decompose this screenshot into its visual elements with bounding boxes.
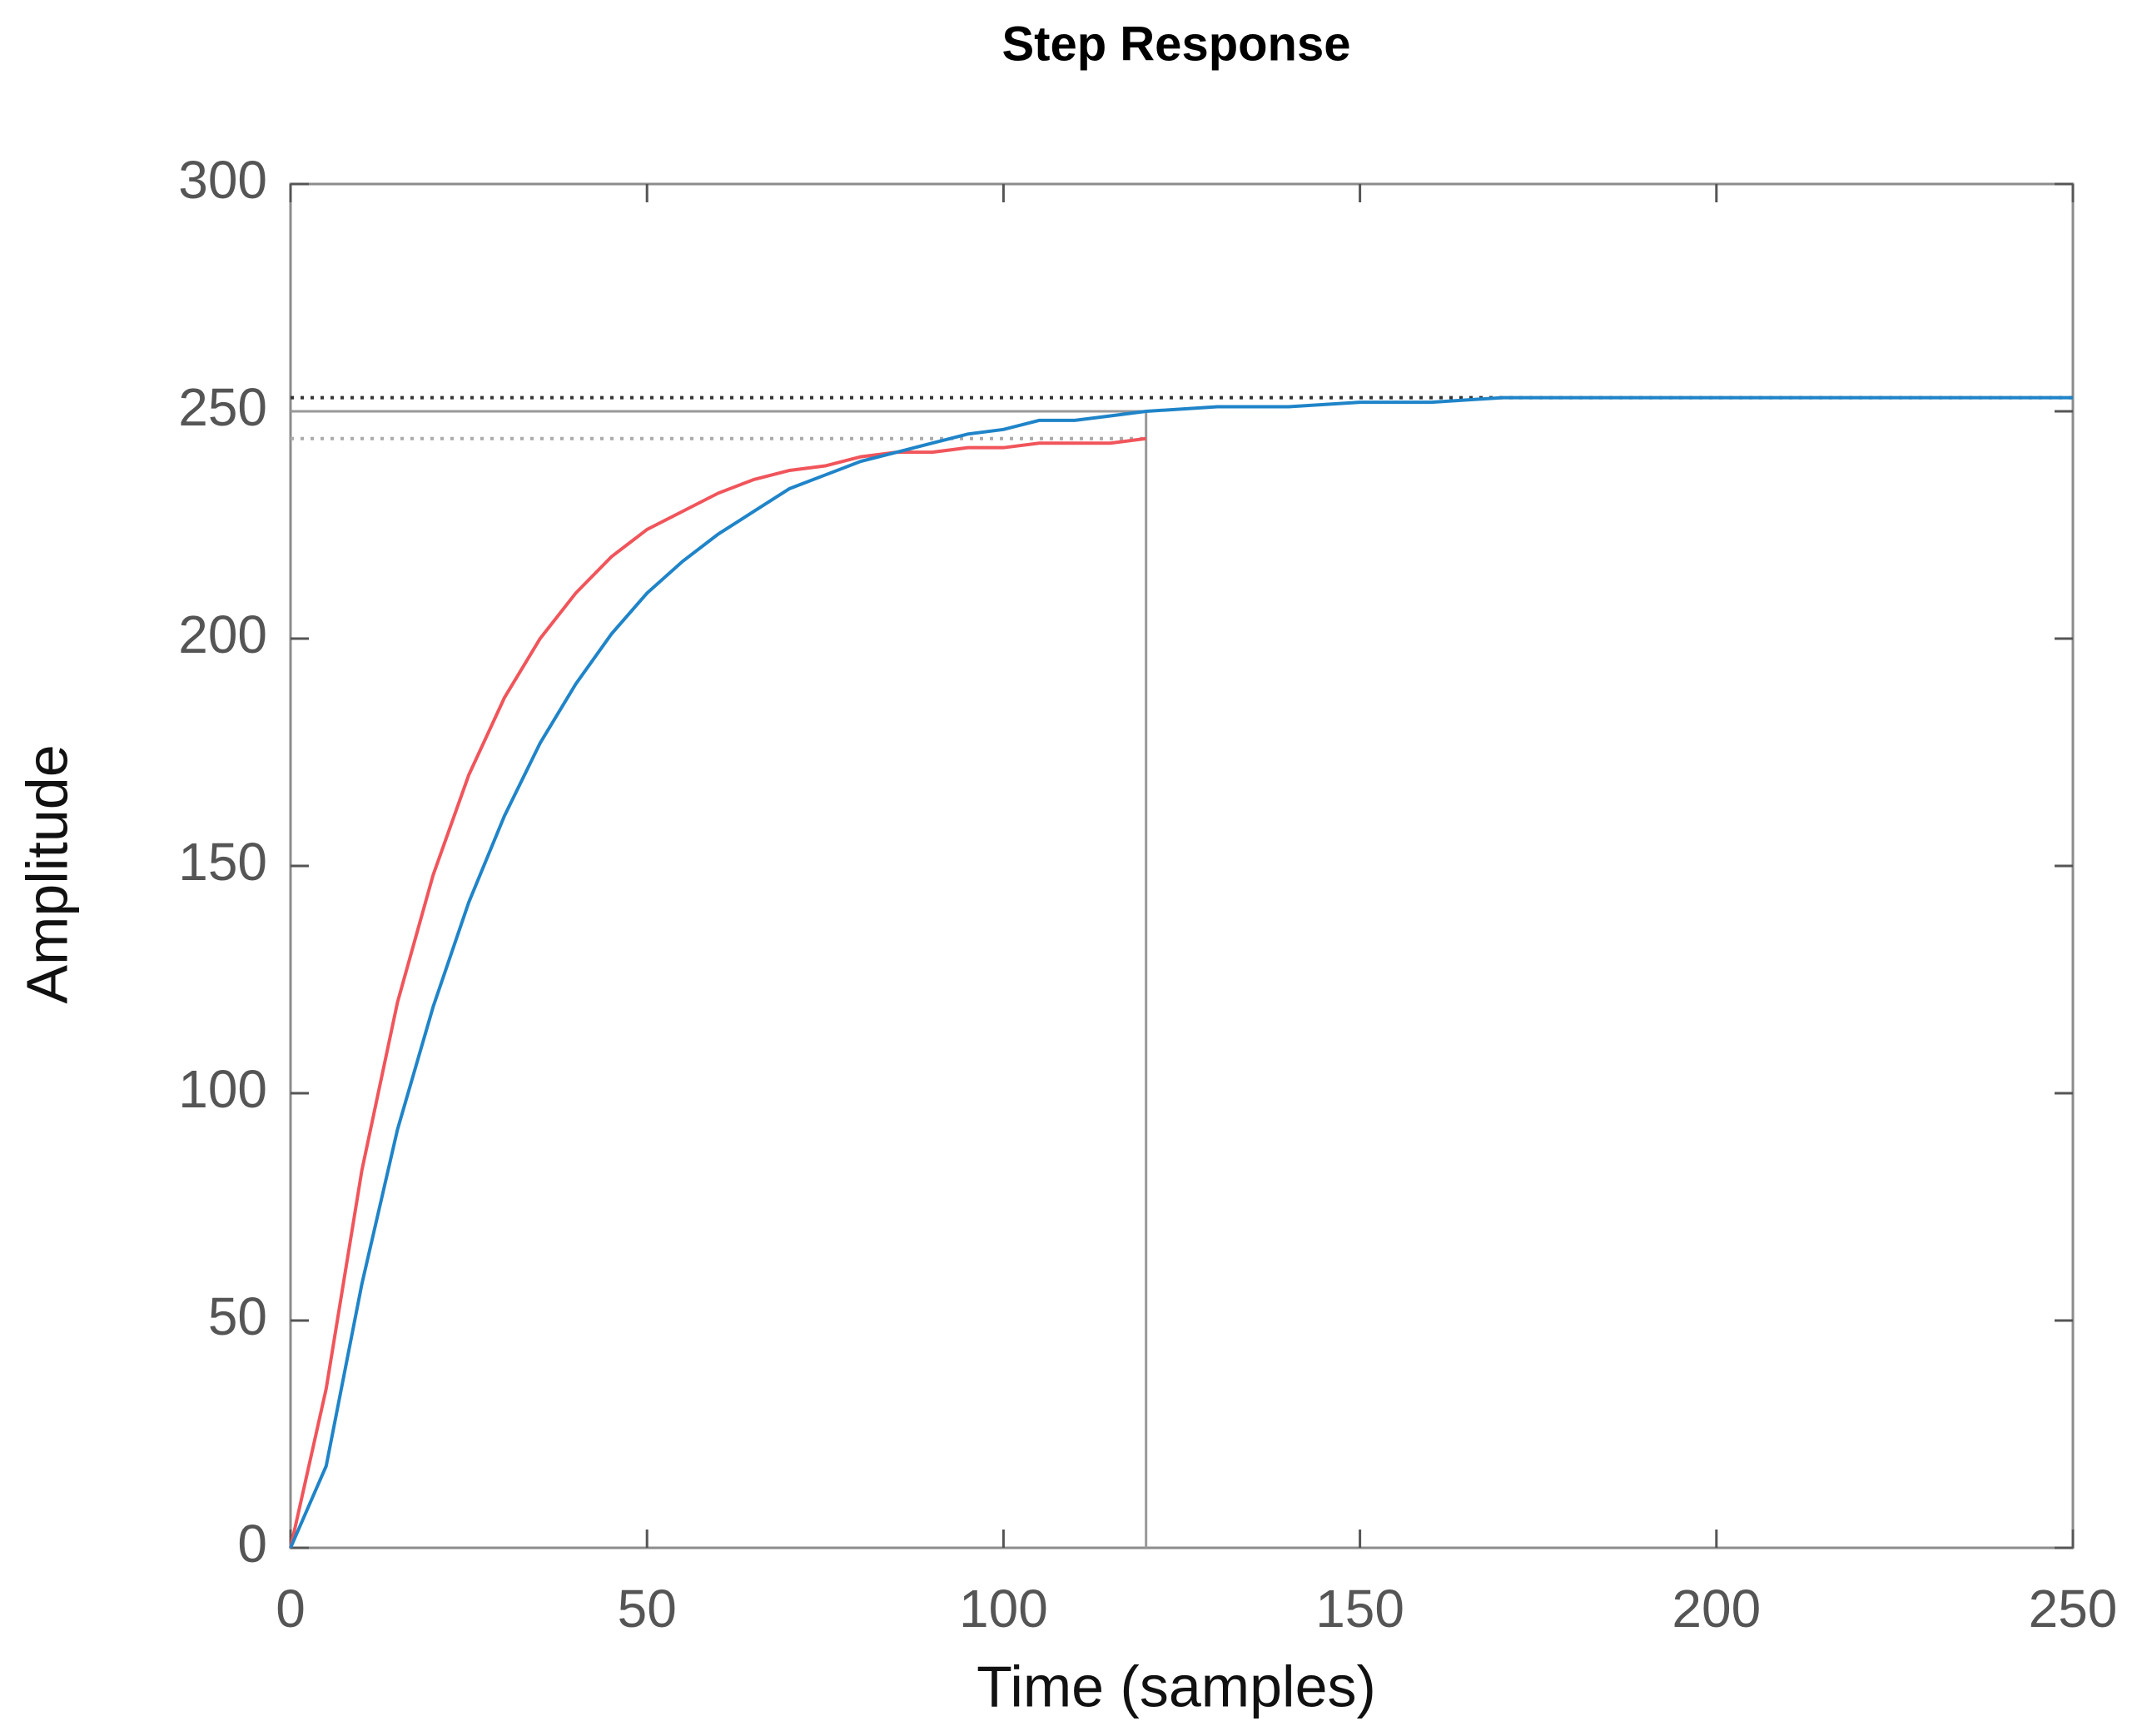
chart-title: Step Response [1002,17,1351,71]
series-line [289,395,2073,1549]
x-tick-label: 250 [2029,1579,2118,1639]
y-tick-label: 150 [178,832,267,892]
x-tick-label: 200 [1672,1579,1761,1639]
x-axis-label: Time (samples) [977,1654,1376,1719]
x-tick-label: 0 [276,1579,306,1639]
y-tick-label: 200 [178,604,267,664]
x-tick-label: 50 [618,1579,677,1639]
y-tick-label: 300 [178,150,267,210]
y-tick-label: 100 [178,1059,267,1119]
y-tick-label: 250 [178,377,267,437]
y-axis-label: Amplitude [14,744,79,1003]
x-tick-label: 150 [1315,1579,1404,1639]
x-tick-label: 100 [959,1579,1048,1639]
series-line [289,436,1146,1549]
y-tick-label: 0 [237,1514,267,1574]
y-tick-label: 50 [208,1286,267,1346]
